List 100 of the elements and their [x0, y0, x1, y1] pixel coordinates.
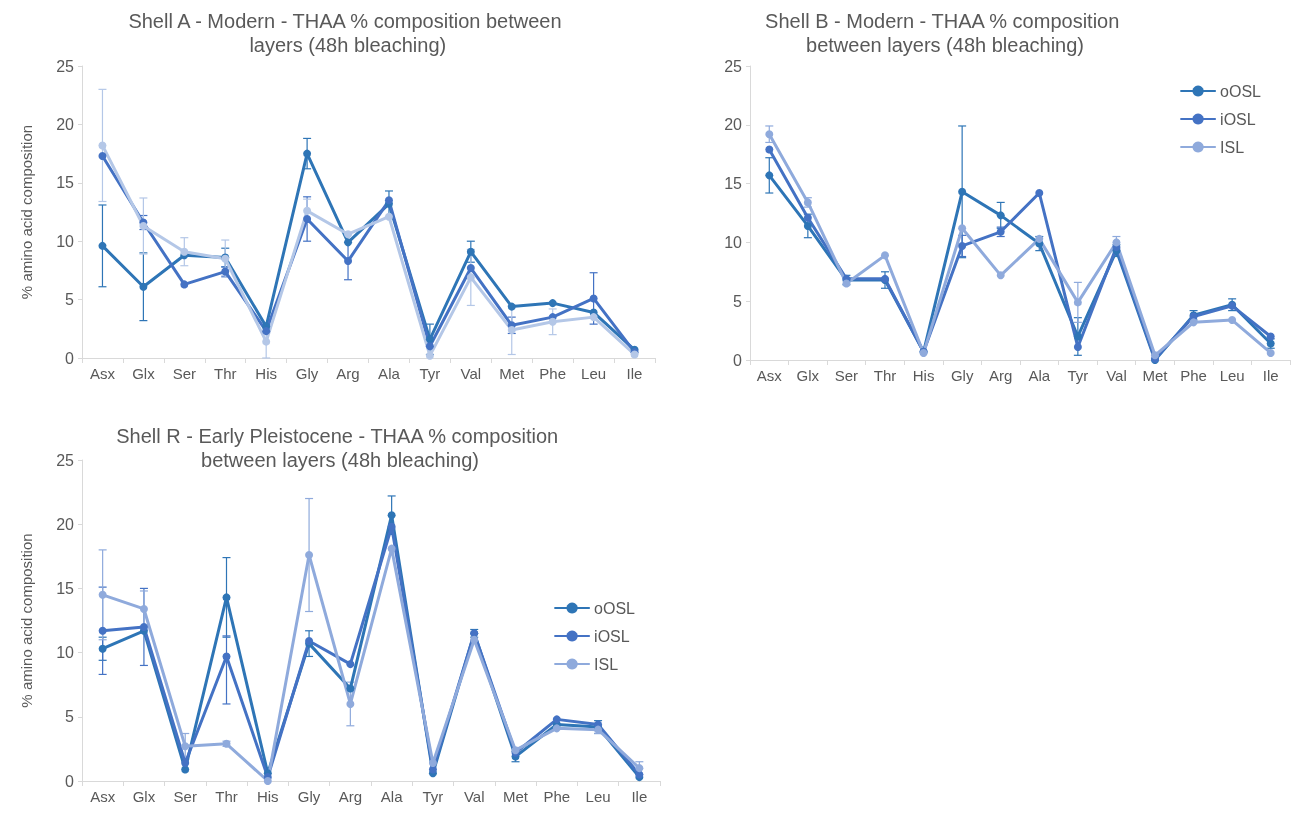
point — [548, 317, 557, 326]
x-tick-label: Met — [502, 788, 529, 805]
point — [552, 715, 561, 724]
point — [180, 247, 189, 256]
x-tick-label: Arg — [336, 365, 360, 382]
y-axis-title: % amino acid composition — [18, 124, 35, 300]
x-tick-label: Ala — [1028, 367, 1051, 384]
point — [98, 241, 107, 250]
point — [139, 282, 148, 291]
x-tick-label: His — [256, 788, 279, 805]
point — [384, 212, 393, 221]
point — [262, 337, 271, 346]
legend-label: oOSL — [1220, 82, 1262, 100]
point — [1228, 316, 1237, 325]
point — [222, 652, 231, 661]
point — [765, 130, 774, 139]
point — [98, 644, 107, 653]
x-tick-label: Thr — [214, 365, 237, 382]
point — [344, 230, 353, 239]
x-tick-label: Ile — [626, 365, 643, 382]
point — [346, 699, 355, 708]
y-tick-label: 25 — [724, 57, 743, 75]
point — [139, 604, 148, 613]
y-tick-label: 25 — [56, 57, 75, 75]
point — [1189, 318, 1198, 327]
point — [387, 544, 396, 553]
point — [303, 206, 312, 215]
x-tick-label: Leu — [581, 365, 607, 382]
x-tick-label: Ser — [172, 365, 196, 382]
y-tick-label: 25 — [56, 451, 75, 469]
point — [98, 590, 107, 599]
y-tick-label: 0 — [65, 349, 75, 367]
y-tick-label: 15 — [56, 579, 75, 597]
point — [98, 141, 107, 150]
point — [181, 742, 190, 751]
point — [181, 759, 190, 768]
point — [139, 222, 148, 231]
point — [1035, 189, 1044, 198]
point — [881, 251, 889, 260]
legend-label: iOSL — [594, 627, 630, 645]
point — [387, 511, 396, 520]
y-tick-label: 20 — [56, 115, 75, 133]
y-tick-label: 10 — [724, 233, 743, 251]
y-axis-title: % amino acid composition — [18, 533, 35, 708]
point — [958, 241, 967, 250]
x-tick-label: Tyr — [1067, 367, 1089, 384]
point — [222, 593, 231, 602]
point — [589, 294, 598, 303]
point — [344, 257, 353, 266]
x-tick-label: Leu — [585, 788, 611, 805]
point — [139, 622, 148, 631]
x-tick-label: Gly — [297, 788, 321, 805]
x-tick-label: Arg — [338, 788, 363, 805]
y-tick-label: 15 — [56, 174, 75, 192]
point — [765, 145, 774, 154]
point — [507, 325, 516, 334]
x-tick-label: Thr — [873, 367, 897, 384]
x-tick-label: His — [255, 365, 278, 382]
x-tick-label: Phe — [539, 365, 567, 382]
point — [387, 522, 396, 531]
y-tick-label: 10 — [56, 644, 75, 662]
x-tick-label: Ser — [834, 367, 859, 384]
point — [263, 777, 272, 785]
legend-label: oOSL — [594, 599, 636, 617]
point — [305, 551, 314, 560]
point — [958, 187, 967, 196]
point — [98, 626, 107, 635]
x-tick-label: Glx — [796, 367, 820, 384]
legend-label: iOSL — [1220, 110, 1256, 128]
x-tick-label: Val — [1106, 367, 1127, 384]
point — [1073, 332, 1082, 341]
x-tick-label: Glx — [132, 788, 156, 805]
chart-title: Shell R - Early Pleistocene - THAA % composition between layers (48h bleaching) — [116, 425, 564, 471]
x-tick-label: Phe — [1180, 367, 1207, 384]
x-tick-label: Ala — [380, 788, 404, 805]
x-tick-label: Asx — [89, 365, 116, 382]
x-tick-label: His — [912, 367, 935, 384]
legend-label: ISL — [594, 655, 619, 673]
point — [507, 302, 516, 311]
y-tick-label: 0 — [733, 351, 743, 369]
point — [344, 238, 353, 247]
x-tick-label: Gly — [295, 365, 319, 382]
x-tick-label: Phe — [543, 788, 571, 805]
point — [428, 759, 437, 768]
x-tick-label: Ser — [173, 788, 197, 805]
chart-title: Shell A - Modern - THAA % composition between layers (48h bleaching) — [128, 10, 562, 56]
point — [425, 335, 434, 344]
point — [346, 684, 355, 693]
point — [346, 660, 355, 669]
point — [996, 271, 1005, 280]
point — [803, 221, 812, 230]
x-tick-label: Met — [499, 365, 526, 382]
point — [996, 211, 1005, 220]
point — [262, 327, 271, 336]
x-tick-label: Tyr — [422, 788, 444, 805]
point — [552, 724, 561, 733]
x-tick-label: Ile — [631, 788, 648, 805]
point — [803, 213, 812, 222]
point — [425, 342, 434, 351]
y-tick-label: 10 — [56, 232, 75, 250]
